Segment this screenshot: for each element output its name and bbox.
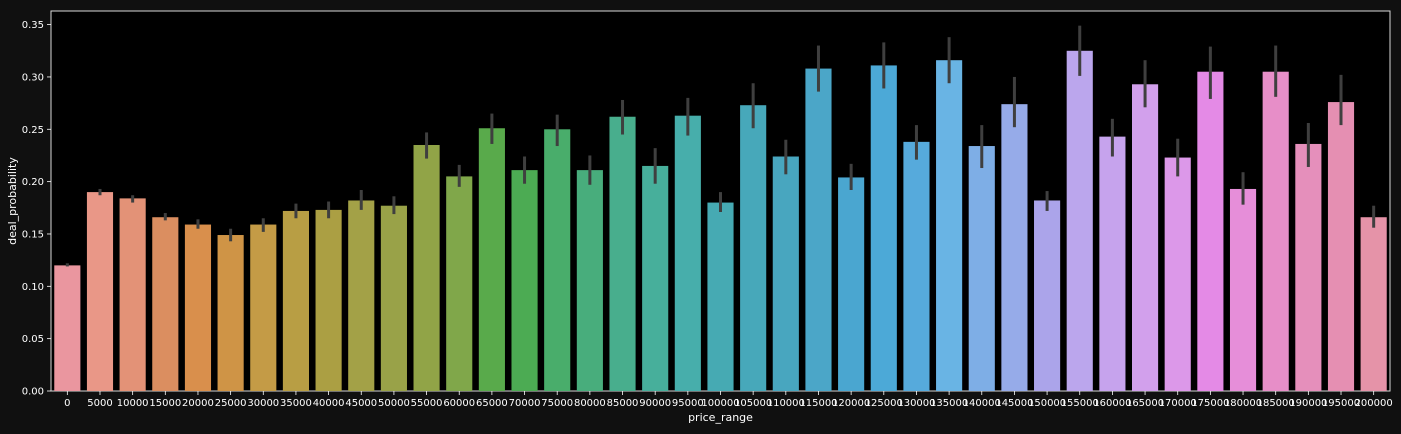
y-tick-label: 0.00 (22, 387, 44, 398)
bar (1229, 188, 1257, 391)
x-tick-label: 135000 (930, 398, 968, 409)
bar (1034, 200, 1061, 391)
x-tick-label: 65000 (476, 398, 508, 409)
bar (250, 224, 277, 391)
bar (315, 209, 342, 391)
x-axis: 0 5000 10000 15000 20000 25000 30000 35000 40000… (64, 391, 1393, 409)
y-tick-label: 0.35 (22, 20, 44, 31)
bar (217, 235, 244, 391)
x-tick-label: 25000 (215, 398, 247, 409)
x-tick-label: 10000 (117, 398, 149, 409)
x-axis-label: price_range (688, 411, 753, 424)
bar (282, 210, 310, 391)
bar (348, 200, 375, 391)
x-tick-label: 5000 (87, 398, 112, 409)
x-tick-label: 45000 (345, 398, 377, 409)
y-tick-label: 0.15 (22, 229, 44, 240)
x-tick-label: 125000 (865, 398, 903, 409)
x-tick-label: 180000 (1224, 398, 1262, 409)
bar (968, 146, 995, 391)
bar (1001, 104, 1028, 392)
bar (609, 116, 636, 391)
bar (184, 224, 212, 391)
y-tick-label: 0.10 (22, 282, 44, 293)
x-tick-label: 185000 (1257, 398, 1295, 409)
bar (838, 177, 865, 391)
x-tick-label: 60000 (443, 398, 475, 409)
x-tick-label: 15000 (149, 398, 181, 409)
bar (1131, 84, 1159, 392)
x-tick-label: 95000 (672, 398, 704, 409)
x-tick-label: 105000 (734, 398, 772, 409)
bar (870, 65, 897, 391)
x-tick-label: 80000 (574, 398, 606, 409)
bar (707, 202, 734, 391)
x-tick-label: 175000 (1191, 398, 1229, 409)
bar (1197, 71, 1224, 392)
x-tick-label: 90000 (639, 398, 671, 409)
y-tick-label: 0.20 (22, 177, 44, 188)
x-tick-label: 150000 (1028, 398, 1066, 409)
bar (642, 165, 669, 391)
y-tick-label: 0.25 (22, 125, 44, 136)
bar (1327, 102, 1355, 392)
x-tick-label: 195000 (1322, 398, 1360, 409)
bar (1295, 143, 1322, 391)
x-tick-label: 155000 (1061, 398, 1099, 409)
bar (1099, 136, 1126, 391)
x-tick-label: 170000 (1159, 398, 1197, 409)
bar (805, 68, 832, 392)
bar (1164, 157, 1191, 391)
bar (152, 217, 179, 391)
bar (413, 144, 440, 391)
y-axis-label: deal_probability (6, 157, 19, 245)
bar (119, 198, 146, 391)
bar (936, 60, 963, 391)
bar (772, 156, 799, 391)
x-tick-label: 100000 (701, 398, 739, 409)
x-tick-label: 200000 (1355, 398, 1393, 409)
bar (1066, 50, 1093, 392)
x-tick-label: 120000 (832, 398, 870, 409)
x-tick-label: 50000 (378, 398, 410, 409)
bar (478, 128, 505, 391)
bar (511, 170, 538, 391)
x-tick-label: 165000 (1126, 398, 1164, 409)
x-tick-label: 85000 (607, 398, 639, 409)
x-tick-label: 145000 (995, 398, 1033, 409)
bar (576, 170, 603, 391)
x-tick-label: 110000 (767, 398, 805, 409)
x-tick-label: 20000 (182, 398, 214, 409)
x-tick-label: 35000 (280, 398, 312, 409)
bar (544, 129, 571, 392)
x-tick-label: 70000 (509, 398, 541, 409)
bar (1360, 217, 1387, 391)
x-tick-label: 75000 (541, 398, 573, 409)
x-tick-label: 130000 (897, 398, 935, 409)
y-tick-label: 0.30 (22, 72, 44, 83)
x-tick-label: 0 (64, 398, 70, 409)
x-tick-label: 55000 (411, 398, 443, 409)
y-tick-label: 0.05 (22, 334, 44, 345)
bar (380, 205, 407, 391)
x-tick-label: 160000 (1093, 398, 1131, 409)
y-axis: 0.00 0.05 0.10 0.15 0.20 0.25 0.30 0.35 (22, 20, 51, 398)
x-tick-label: 140000 (963, 398, 1001, 409)
bar (903, 141, 930, 391)
bar (446, 176, 473, 391)
bar (740, 105, 767, 391)
bar (54, 265, 81, 391)
x-tick-label: 115000 (799, 398, 837, 409)
x-tick-label: 190000 (1289, 398, 1327, 409)
bar (1262, 71, 1289, 392)
bars-layer (54, 50, 1387, 392)
bar (86, 192, 114, 391)
x-tick-label: 30000 (247, 398, 279, 409)
x-tick-label: 40000 (313, 398, 345, 409)
bar (674, 115, 701, 391)
error-bars-layer (65, 25, 1376, 267)
